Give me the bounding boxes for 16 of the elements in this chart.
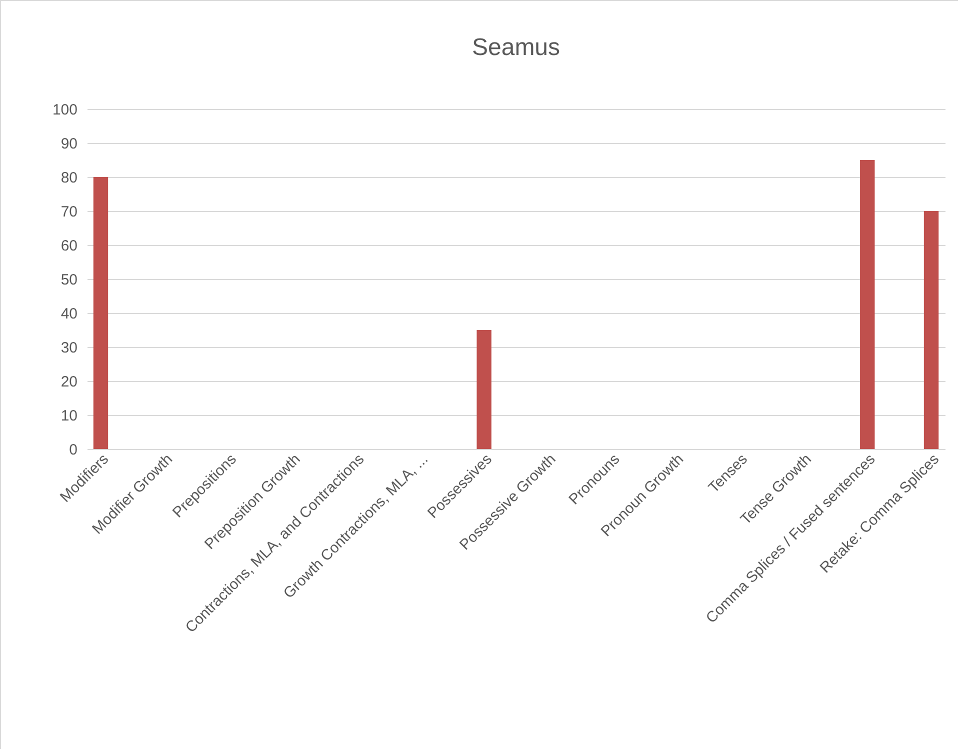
y-tick-label: 70: [60, 204, 78, 220]
y-tick-label: 80: [60, 170, 78, 186]
y-tick-label: 0: [69, 442, 78, 458]
y-tick-label: 60: [60, 238, 78, 254]
y-tick-label: 40: [60, 306, 78, 322]
bar: [93, 177, 108, 449]
chart-title: Seamus: [472, 34, 560, 61]
y-tick-label: 10: [60, 408, 78, 424]
y-tick-label: 30: [60, 340, 78, 356]
y-tick-label: 100: [52, 102, 78, 118]
bar: [476, 330, 492, 449]
bar: [924, 211, 939, 449]
bar: [860, 160, 875, 449]
y-tick-label: 90: [60, 136, 78, 152]
y-tick-label: 50: [60, 272, 78, 288]
y-tick-label: 20: [60, 374, 78, 390]
